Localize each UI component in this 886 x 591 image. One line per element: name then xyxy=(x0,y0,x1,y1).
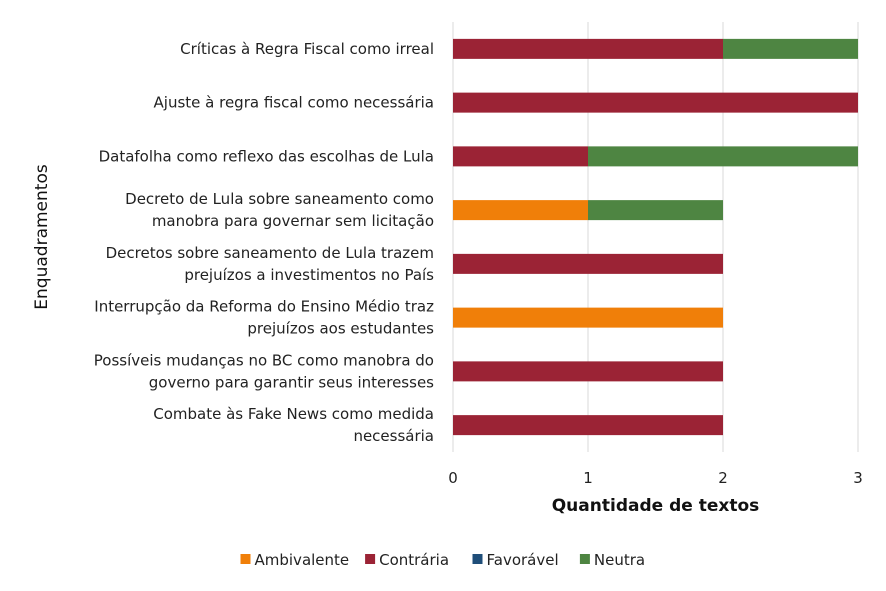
x-tick-label: 3 xyxy=(853,469,863,487)
x-tick-labels: 0 1 2 3 xyxy=(448,469,863,487)
legend-label: Neutra xyxy=(594,551,645,569)
category-labels: Críticas à Regra Fiscal como irreal Ajust… xyxy=(94,40,434,445)
category-label: Datafolha como reflexo das escolhas de L… xyxy=(99,147,434,165)
category-label: Possíveis mudanças no BC como manobra do xyxy=(94,351,434,369)
category-label: prejuízos a investimentos no País xyxy=(184,266,434,284)
legend-label: Ambivalente xyxy=(255,551,350,569)
legend-swatch xyxy=(579,554,590,564)
x-tick-label: 1 xyxy=(583,469,593,487)
bar-contraria xyxy=(453,146,588,167)
bar-ambivalente xyxy=(453,200,588,221)
x-axis-title: Quantidade de textos xyxy=(552,496,760,516)
category-label: Combate às Fake News como medida xyxy=(153,405,434,423)
category-label: Interrupção da Reforma do Ensino Médio t… xyxy=(94,298,434,316)
category-label: manobra para governar sem licitação xyxy=(152,212,434,230)
bar-neutra xyxy=(588,200,723,221)
category-label: Decretos sobre saneamento de Lula trazem xyxy=(106,244,434,262)
category-label: Críticas à Regra Fiscal como irreal xyxy=(180,40,434,58)
legend-swatch xyxy=(240,554,251,564)
y-axis-title: Enquadramentos xyxy=(32,164,52,310)
x-tick-label: 0 xyxy=(448,469,458,487)
category-label: governo para garantir seus interesses xyxy=(149,373,434,391)
legend-label: Favorável xyxy=(487,551,559,569)
bar-contraria xyxy=(453,415,723,436)
bar-neutra xyxy=(588,146,858,167)
gridlines xyxy=(452,22,859,452)
category-label: necessária xyxy=(353,427,434,445)
x-tick-label: 2 xyxy=(718,469,728,487)
bars xyxy=(453,38,858,436)
legend-swatch xyxy=(472,554,483,564)
bar-contraria xyxy=(453,38,723,59)
legend-swatch xyxy=(365,554,376,564)
category-label: prejuízos aos estudantes xyxy=(247,320,434,338)
bar-neutra xyxy=(723,38,858,59)
category-label: Decreto de Lula sobre saneamento como xyxy=(125,190,434,208)
legend: Ambivalente Contrária Favorável Neutra xyxy=(240,551,645,569)
bar-ambivalente xyxy=(453,307,723,328)
bar-contraria xyxy=(453,253,723,274)
bar-contraria xyxy=(453,361,723,382)
category-label: Ajuste à regra fiscal como necessária xyxy=(154,94,434,112)
legend-label: Contrária xyxy=(379,551,449,569)
bar-contraria xyxy=(453,92,858,113)
